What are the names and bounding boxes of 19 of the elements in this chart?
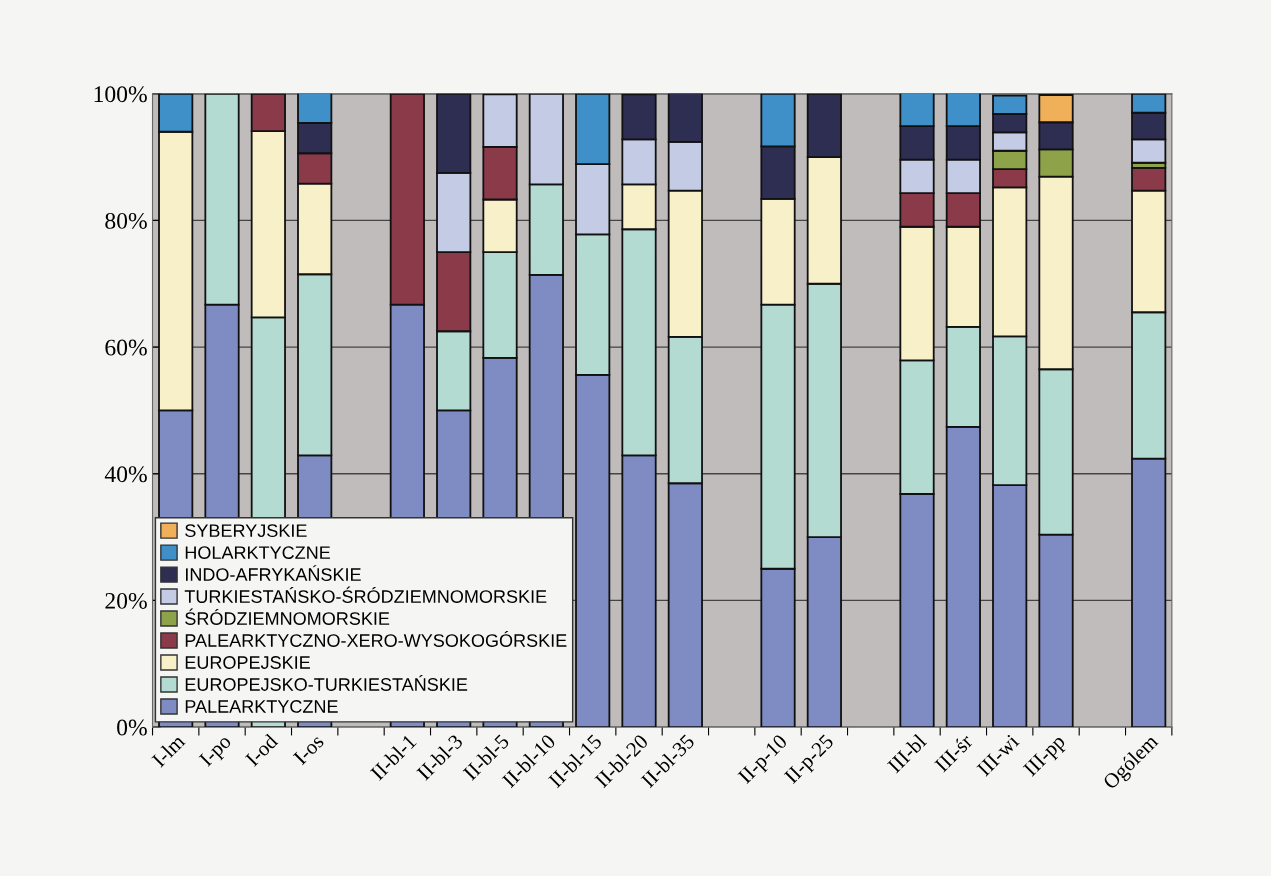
legend-label: PALEARKTYCZNE bbox=[185, 700, 338, 713]
y-tick-label: 20% bbox=[105, 592, 147, 609]
y-tick-label: 100% bbox=[94, 86, 147, 103]
legend-label: INDO-AFRYKAŃSKIE bbox=[185, 565, 361, 581]
legend-label: EUROPEJSKO-TURKIESTAŃSKIE bbox=[185, 675, 468, 691]
x-tick-label: I-po bbox=[198, 733, 235, 770]
x-tick-label: I-od bbox=[244, 732, 279, 768]
legend-label: PALEARKTYCZNO-XERO-WYSOKOGÓRSKIE bbox=[185, 631, 567, 647]
legend-label: ŚRÓDZIEMNOMORSKIE bbox=[185, 608, 390, 625]
y-tick-label: 60% bbox=[105, 339, 147, 356]
y-tick-label: 80% bbox=[105, 212, 147, 229]
y-tick-label: 0% bbox=[117, 719, 147, 736]
y-tick-label: 40% bbox=[104, 466, 147, 483]
legend-label: SYBERYJSKIE bbox=[185, 524, 307, 538]
legend-label: HOLARKTYCZNE bbox=[185, 546, 331, 559]
legend-label: TURKIESTAŃSKO-ŚRÓDZIEMNOMORSKIE bbox=[184, 586, 547, 603]
legend-label: EUROPEJSKIE bbox=[185, 656, 310, 669]
x-tick-label: I-lm bbox=[150, 732, 186, 768]
x-tick-label: I-os bbox=[292, 733, 325, 766]
